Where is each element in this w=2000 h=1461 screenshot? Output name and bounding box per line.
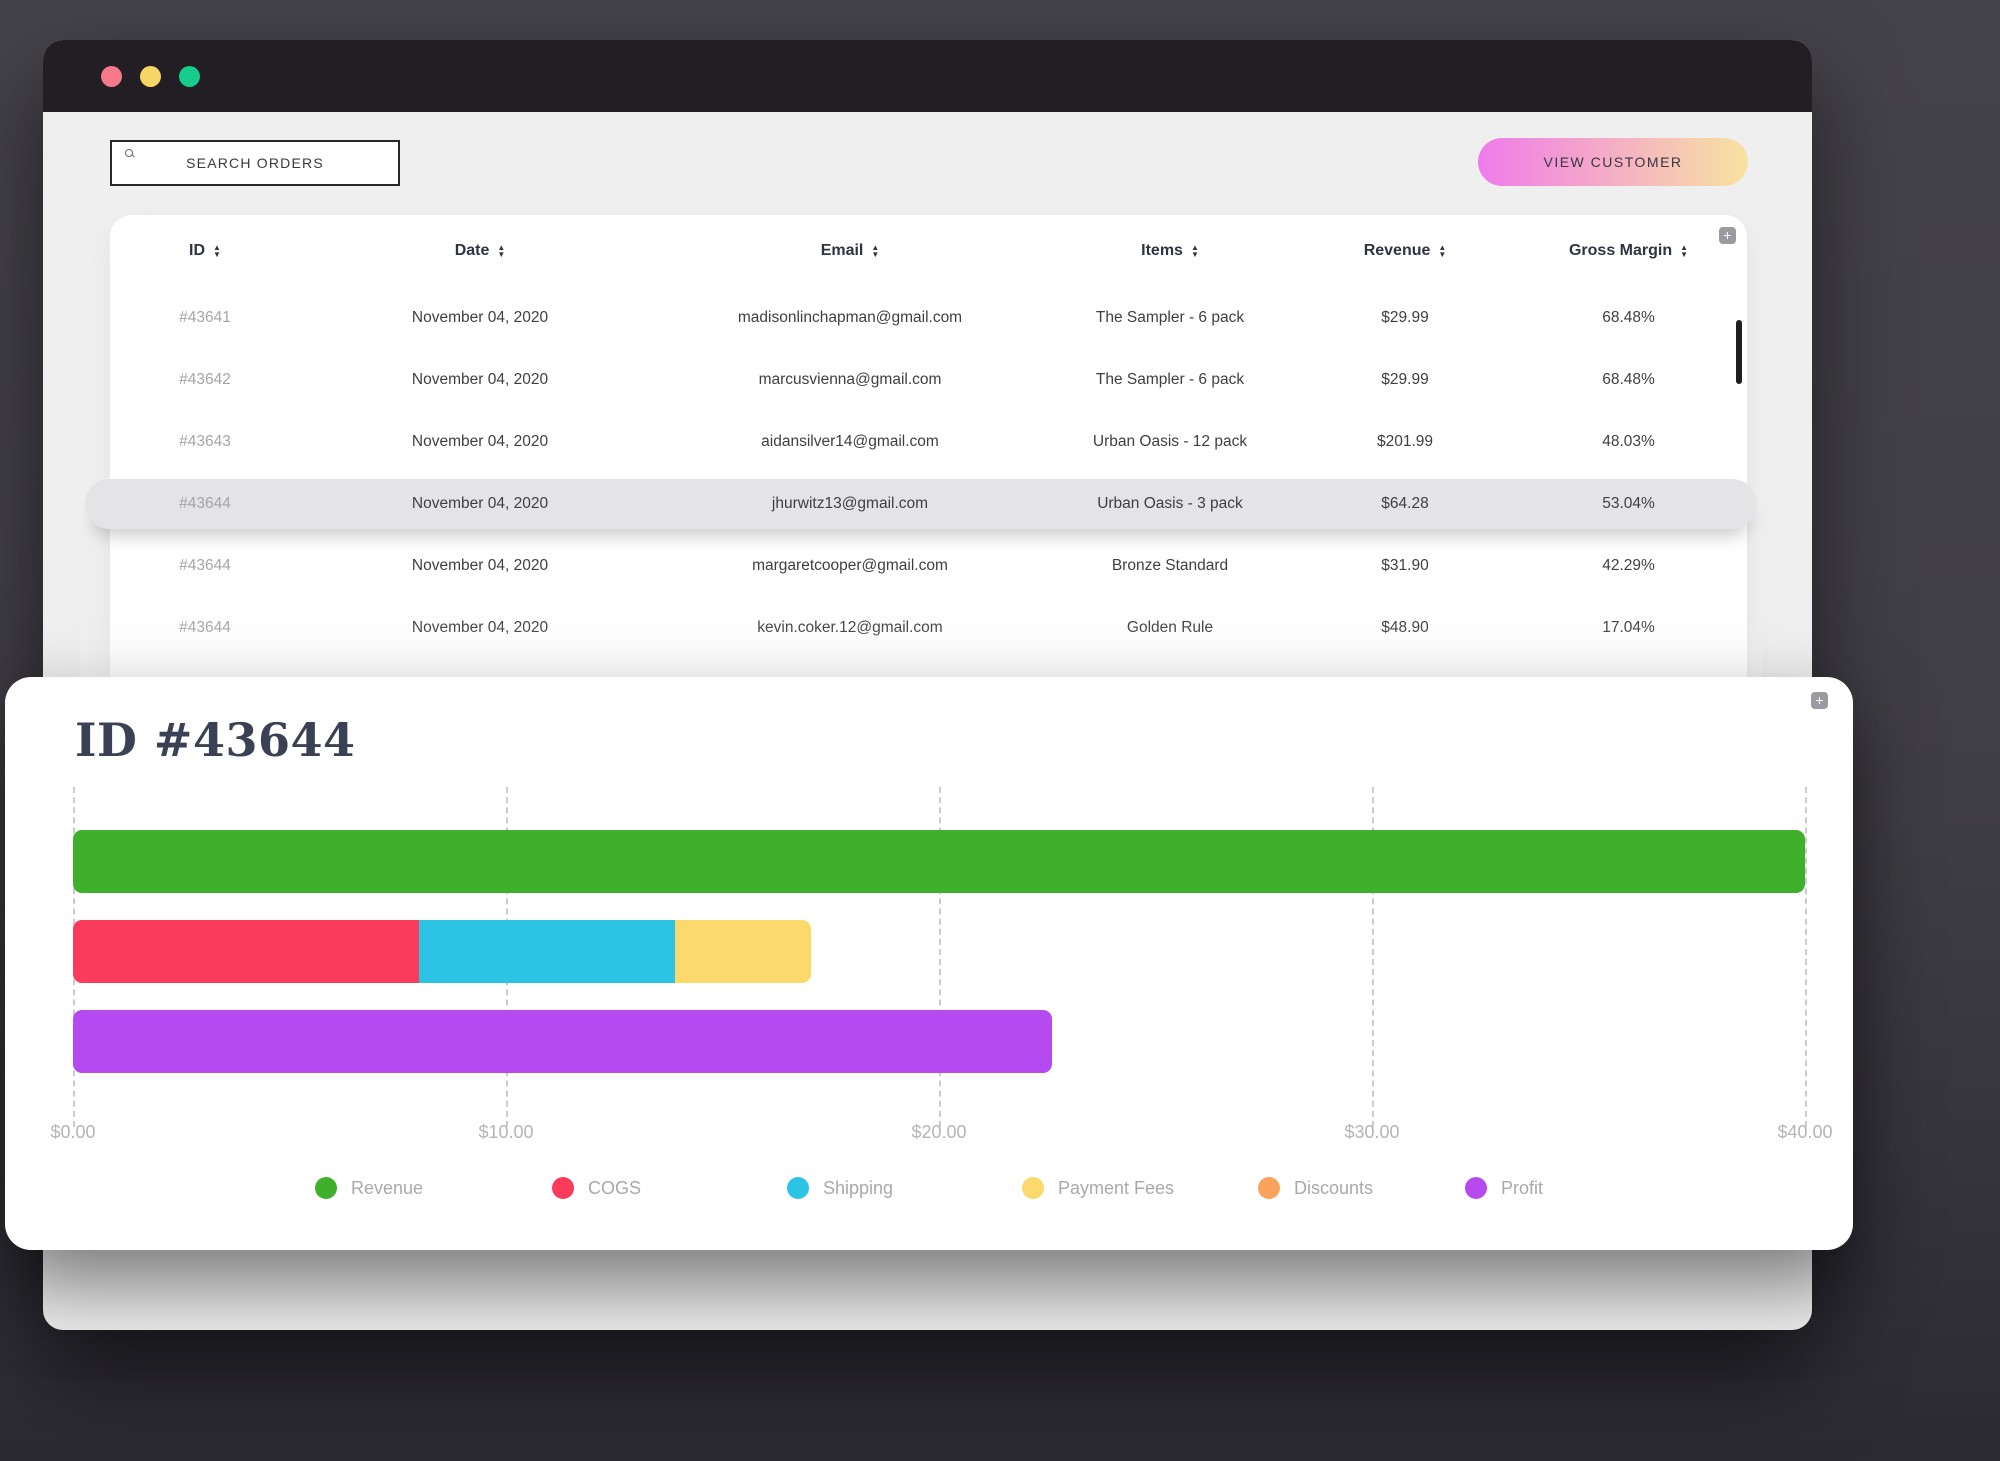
gridline xyxy=(1372,787,1374,1127)
x-axis-tick: $20.00 xyxy=(911,1122,967,1142)
cell-id: #43644 xyxy=(179,619,231,636)
cell-email: kevin.coker.12@gmail.com xyxy=(757,619,943,636)
chart-legend: Revenue COGS Shipping Payment Fees Disco… xyxy=(5,1177,1853,1217)
table-add-button[interactable]: + xyxy=(1719,227,1736,244)
cell-items: Urban Oasis - 12 pack xyxy=(1092,433,1248,450)
payment-fees-legend-dot xyxy=(1022,1177,1044,1199)
x-axis-tick: $30.00 xyxy=(1344,1122,1400,1142)
column-header-date[interactable]: Date ▲ ▼ xyxy=(454,242,506,259)
cell-items: Bronze Standard xyxy=(1111,557,1229,574)
cell-gross-margin: 42.29% xyxy=(1602,557,1655,574)
search-orders-input[interactable]: SEARCH ORDERS xyxy=(110,140,400,186)
profit-bar-segment[interactable] xyxy=(73,1010,1052,1073)
cell-id: #43641 xyxy=(179,309,231,326)
cell-date: November 04, 2020 xyxy=(411,433,549,450)
minimize-window-button[interactable] xyxy=(140,65,161,87)
legend-item-cogs[interactable]: COGS xyxy=(552,1177,641,1199)
shipping-legend-dot xyxy=(787,1177,809,1199)
cell-gross-margin: 68.48% xyxy=(1602,371,1655,388)
table-row[interactable]: #43644 November 04, 2020 kevin.coker.12@… xyxy=(110,597,1747,659)
costs-bar xyxy=(73,920,1805,983)
order-breakdown-chart xyxy=(73,787,1807,1127)
panel-title: ID #43644 xyxy=(75,713,356,767)
x-axis-tick: $10.00 xyxy=(478,1122,534,1142)
legend-item-revenue[interactable]: Revenue xyxy=(315,1177,423,1199)
search-placeholder: SEARCH ORDERS xyxy=(186,155,324,171)
cell-revenue: $29.99 xyxy=(1381,371,1429,388)
cell-gross-margin: 17.04% xyxy=(1602,619,1655,636)
column-header-id[interactable]: ID ▲ ▼ xyxy=(189,242,221,259)
revenue-bar-segment[interactable] xyxy=(73,830,1805,893)
table-row[interactable]: #43643 November 04, 2020 aidansilver14@g… xyxy=(110,411,1747,473)
order-detail-panel: + ID #43644 $0.00 $10.00 $20.00 $30.00 $… xyxy=(5,677,1853,1250)
cell-revenue: $29.99 xyxy=(1381,309,1429,326)
cell-revenue: $201.99 xyxy=(1376,433,1434,450)
sort-icon: ▲ ▼ xyxy=(1190,243,1199,259)
x-axis-tick: $40.00 xyxy=(1777,1122,1833,1142)
revenue-legend-dot xyxy=(315,1177,337,1199)
legend-item-shipping[interactable]: Shipping xyxy=(787,1177,893,1199)
profit-bar xyxy=(73,1010,1805,1073)
cell-date: November 04, 2020 xyxy=(411,309,549,326)
sort-icon: ▲ ▼ xyxy=(497,243,506,259)
x-axis-tick: $0.00 xyxy=(50,1122,96,1142)
table-scrollbar-thumb[interactable] xyxy=(1736,320,1742,384)
cell-gross-margin: 53.04% xyxy=(1602,495,1655,512)
sort-icon: ▲ ▼ xyxy=(213,243,221,259)
table-row-selected[interactable]: #43644 November 04, 2020 jhurwitz13@gmai… xyxy=(85,473,1757,535)
cell-id: #43644 xyxy=(179,495,231,512)
table-header-row: ID ▲ ▼ Date ▲ ▼ Email ▲ ▼ Items ▲ ▼ Revenue … xyxy=(110,215,1747,287)
cell-email: marcusvienna@gmail.com xyxy=(758,371,942,388)
discounts-legend-dot xyxy=(1258,1177,1280,1199)
gridline xyxy=(939,787,941,1127)
column-header-revenue[interactable]: Revenue ▲ ▼ xyxy=(1363,242,1447,259)
cogs-bar-segment[interactable] xyxy=(73,920,420,983)
maximize-window-button[interactable] xyxy=(179,65,200,87)
table-body: #43641 November 04, 2020 madisonlinchapm… xyxy=(80,287,1762,797)
cell-email: aidansilver14@gmail.com xyxy=(761,433,939,450)
column-header-items[interactable]: Items ▲ ▼ xyxy=(1141,242,1199,259)
sort-icon: ▲ ▼ xyxy=(871,243,880,259)
panel-add-button[interactable]: + xyxy=(1811,692,1828,709)
close-window-button[interactable] xyxy=(101,65,122,87)
payment-fees-bar-segment[interactable] xyxy=(674,920,812,983)
gridline xyxy=(1805,787,1807,1127)
sort-icon: ▲ ▼ xyxy=(1680,243,1689,259)
legend-item-discounts[interactable]: Discounts xyxy=(1258,1177,1373,1199)
cell-items: The Sampler - 6 pack xyxy=(1095,309,1245,326)
search-icon xyxy=(125,149,135,159)
cell-email: margaretcooper@gmail.com xyxy=(752,557,948,574)
cell-date: November 04, 2020 xyxy=(411,557,549,574)
cell-items: The Sampler - 6 pack xyxy=(1095,371,1245,388)
column-header-gross-margin[interactable]: Gross Margin ▲ ▼ xyxy=(1568,242,1689,259)
cell-date: November 04, 2020 xyxy=(411,371,549,388)
cell-id: #43643 xyxy=(179,433,231,450)
cogs-legend-dot xyxy=(552,1177,574,1199)
cell-email: madisonlinchapman@gmail.com xyxy=(737,309,963,326)
titlebar xyxy=(43,40,1812,112)
cell-email: jhurwitz13@gmail.com xyxy=(771,495,929,512)
cell-date: November 04, 2020 xyxy=(411,495,549,512)
cell-revenue: $48.90 xyxy=(1381,619,1429,636)
revenue-bar xyxy=(73,830,1805,893)
cell-items: Urban Oasis - 3 pack xyxy=(1097,495,1243,512)
cell-revenue: $64.28 xyxy=(1381,495,1429,512)
profit-legend-dot xyxy=(1465,1177,1487,1199)
view-customer-button[interactable]: VIEW CUSTOMER xyxy=(1478,138,1748,186)
cell-revenue: $31.90 xyxy=(1381,557,1429,574)
cell-gross-margin: 48.03% xyxy=(1602,433,1655,450)
cell-items: Golden Rule xyxy=(1126,619,1214,636)
cell-gross-margin: 68.48% xyxy=(1602,309,1655,326)
cell-date: November 04, 2020 xyxy=(411,619,549,636)
sort-icon: ▲ ▼ xyxy=(1438,243,1447,259)
cell-id: #43644 xyxy=(179,557,231,574)
column-header-email[interactable]: Email ▲ ▼ xyxy=(820,242,880,259)
table-row[interactable]: #43641 November 04, 2020 madisonlinchapm… xyxy=(110,287,1747,349)
legend-item-profit[interactable]: Profit xyxy=(1465,1177,1543,1199)
cell-id: #43642 xyxy=(179,371,231,388)
table-row[interactable]: #43642 November 04, 2020 marcusvienna@gm… xyxy=(110,349,1747,411)
legend-item-payment-fees[interactable]: Payment Fees xyxy=(1022,1177,1174,1199)
shipping-bar-segment[interactable] xyxy=(419,920,675,983)
table-row[interactable]: #43644 November 04, 2020 margaretcooper@… xyxy=(110,535,1747,597)
